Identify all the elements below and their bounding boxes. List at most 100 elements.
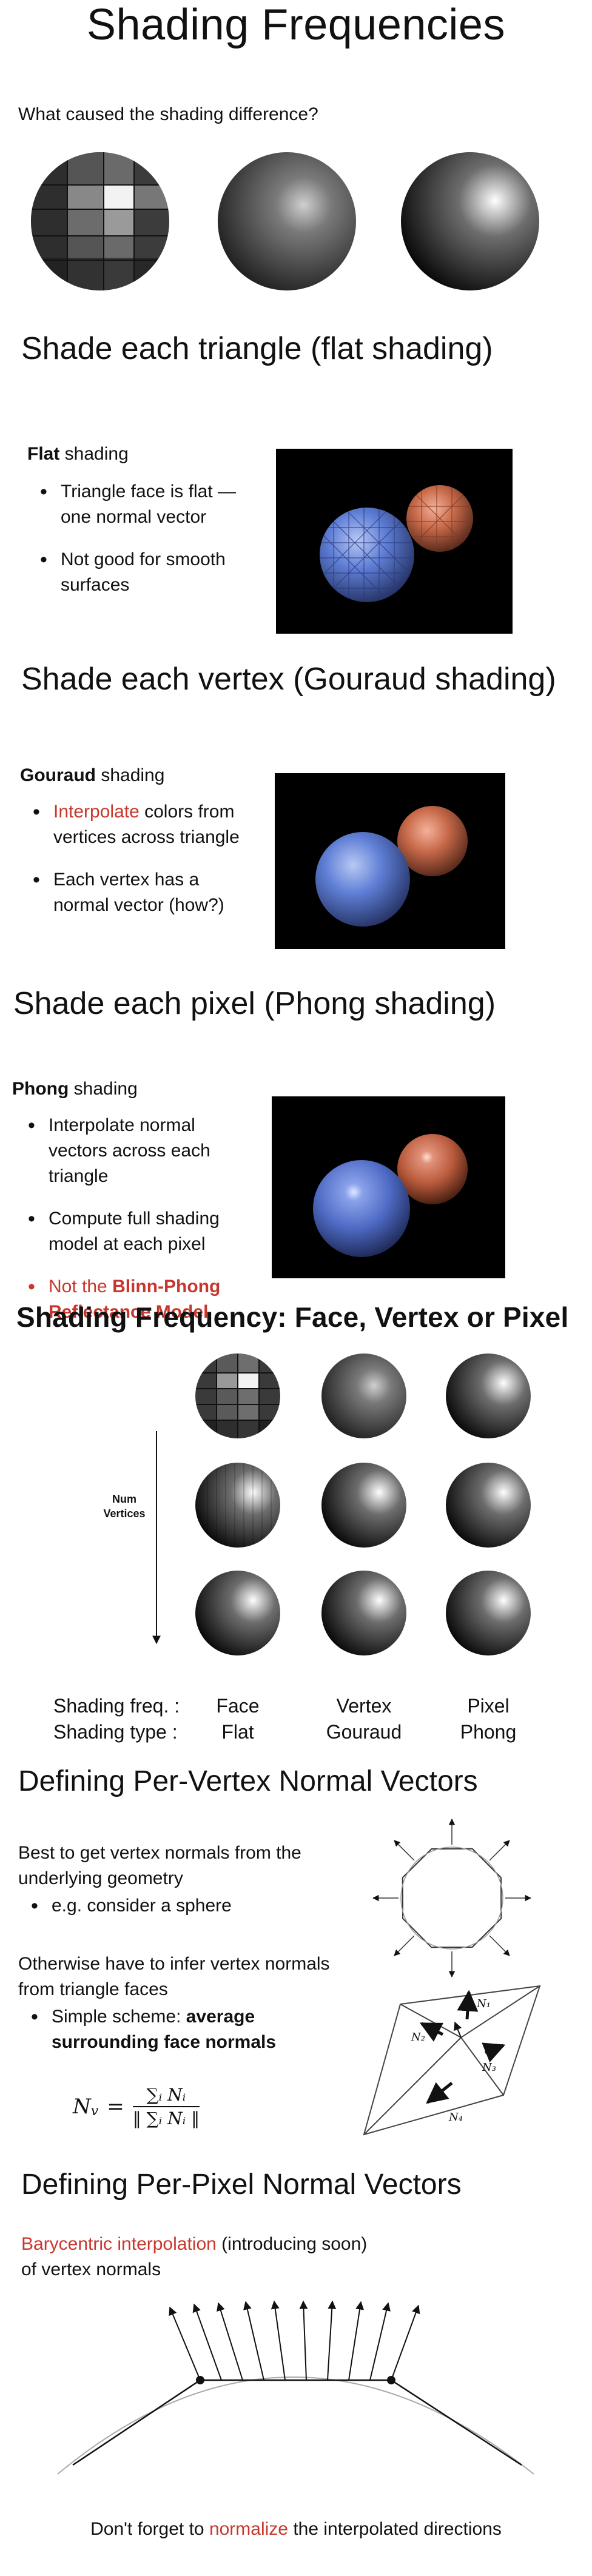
normal-label-4: N₄ [448, 2111, 463, 2124]
phong-bullet-3-prefix: Not the [49, 1276, 113, 1296]
flat-label-bold: Flat [27, 444, 60, 464]
normal-arrow-2 [419, 2022, 444, 2042]
gouraud-bullet-2: Each vertex has a normal vector (how?) [29, 867, 241, 918]
grid-gouraud-r2 [321, 1463, 406, 1548]
blue-ball-flat [320, 508, 414, 602]
footer-red: normalize [209, 2519, 288, 2539]
formula-equals: = [107, 2095, 124, 2119]
copper-ball-flat [406, 485, 473, 552]
grid-gouraud-r1 [321, 1353, 406, 1438]
grid-flat-r1 [195, 1353, 280, 1438]
gouraud-label: Gouraud shading [20, 763, 164, 788]
vertex-normals-text2: Otherwise have to infer vertex normals f… [18, 1954, 330, 1999]
gouraud-render [275, 773, 505, 949]
flat-bullet-1: Triangle face is flat — one normal vecto… [36, 479, 243, 530]
phong-label-bold: Phong [12, 1079, 69, 1099]
gouraud-bullet-1: Interpolate colors from vertices across … [29, 799, 241, 850]
formula-fraction: ∑ᵢ Nᵢ ‖ ∑ᵢ Nᵢ ‖ [132, 2085, 200, 2128]
sphere-polygon-diagram [372, 1818, 532, 1978]
num-vertices-label: Num Vertices [97, 1492, 152, 1521]
type-gouraud: Gouraud [326, 1721, 402, 1743]
normal-label-1: N₁ [476, 1997, 491, 2010]
vertex-normals-bullet2-prefix: Simple scheme: [52, 2007, 186, 2027]
grid-flat-r3 [195, 1571, 280, 1655]
phong-label: Phong shading [12, 1076, 138, 1102]
formula-lhs-sub: v [90, 2103, 99, 2119]
blue-ball-gouraud [315, 832, 410, 927]
phong-label-rest: shading [69, 1079, 138, 1099]
pixel-normals-footer: Don't forget to normalize the interpolat… [0, 2517, 592, 2542]
vertex-normals-bullets1: e.g. consider a sphere [27, 1893, 232, 1936]
normal-label-3: N₃ [482, 2061, 496, 2074]
copper-ball-phong [397, 1134, 468, 1204]
grid-phong-r3 [446, 1571, 531, 1655]
vertex-normals-text1: Best to get vertex normals from the unde… [18, 1843, 301, 1888]
type-phong: Phong [460, 1721, 517, 1743]
phong-heading: Shade each pixel (Phong shading) [13, 986, 496, 1021]
flat-label: Flat shading [27, 441, 129, 467]
gouraud-heading: Shade each vertex (Gouraud shading) [21, 662, 556, 697]
freq-vertex: Vertex [336, 1695, 392, 1717]
freq-row-label: Shading freq. : [53, 1695, 180, 1717]
phong-bullet-2: Compute full shading model at each pixel [24, 1206, 255, 1257]
vertex-normals-bullet2: Simple scheme: average surrounding face … [27, 2004, 343, 2055]
phong-bullet-3: Not the Blinn-Phong Reflectance Model [24, 1274, 255, 1325]
phong-sphere-top [401, 152, 539, 290]
vertex-normal-arrow [454, 2021, 462, 2038]
flat-render [276, 449, 513, 634]
flat-bullets: Triangle face is flat — one normal vecto… [36, 479, 243, 615]
interpolated-normals-diagram [57, 2300, 534, 2475]
gouraud-bullet-1-red: Interpolate [53, 802, 140, 822]
phong-bullet-1: Interpolate normal vectors across each t… [24, 1113, 255, 1189]
pixel-normals-line2: of vertex normals [21, 2259, 161, 2279]
pixel-normals-heading: Defining Per-Pixel Normal Vectors [21, 2168, 462, 2201]
blue-ball-phong [313, 1160, 410, 1257]
formula-numerator: ∑ᵢ Nᵢ [146, 2085, 186, 2105]
normal-label-2: N₂ [411, 2031, 425, 2044]
flat-heading: Shade each triangle (flat shading) [21, 331, 493, 366]
face-normals-diagram: N₁ N₂ N₃ N₄ [363, 1985, 541, 2136]
vertex-dot-right [387, 2376, 395, 2384]
page-title: Shading Frequencies [87, 1, 505, 49]
vertex-normals-bullet2-bold: average surrounding face normals [52, 2007, 277, 2052]
flat-sphere-top [31, 152, 169, 290]
frequency-heading: Shading Frequency: Face, Vertex or Pixel [16, 1301, 569, 1333]
vertex-normals-heading: Defining Per-Vertex Normal Vectors [18, 1765, 478, 1797]
grid-phong-r1 [446, 1353, 531, 1438]
intro-question: What caused the shading difference? [18, 104, 318, 124]
footer-prefix: Don't forget to [90, 2519, 209, 2539]
flat-bullet-2: Not good for smooth surfaces [36, 547, 243, 598]
grid-phong-r2 [446, 1463, 531, 1548]
pixel-normals-line1-red: Barycentric interpolation [21, 2234, 217, 2254]
gouraud-label-rest: shading [96, 765, 165, 785]
phong-render [272, 1096, 505, 1278]
copper-ball-gouraud [397, 806, 468, 876]
type-row-label: Shading type : [53, 1721, 178, 1743]
grid-flat-r2 [195, 1463, 280, 1548]
pixel-normals-line1: Barycentric interpolation (introducing s… [21, 2232, 367, 2257]
normal-arrow-4 [426, 2082, 453, 2104]
gouraud-bullet-1-rest: colors from vertices across triangle [53, 802, 240, 847]
formula-denominator: ‖ ∑ᵢ Nᵢ ‖ [132, 2108, 200, 2128]
grid-gouraud-r3 [321, 1571, 406, 1655]
gouraud-sphere-top [218, 152, 356, 290]
gouraud-label-bold: Gouraud [20, 765, 96, 785]
vertex-dot-left [196, 2376, 204, 2384]
freq-pixel: Pixel [467, 1695, 510, 1717]
top-sphere-row [31, 152, 539, 290]
gouraud-bullets: Interpolate colors from vertices across … [29, 799, 241, 935]
normal-arrow-1 [457, 1990, 479, 2020]
formula-lhs: N [73, 2095, 91, 2119]
footer-suffix: the interpolated directions [288, 2519, 502, 2539]
num-vertices-line1: Num [112, 1493, 136, 1505]
normal-arrow-3 [482, 2042, 506, 2062]
vertex-normals-bullets2: Simple scheme: average surrounding face … [27, 2004, 343, 2072]
phong-bullets: Interpolate normal vectors across each t… [24, 1113, 255, 1342]
type-flat: Flat [221, 1721, 254, 1743]
pixel-normals-line1-rest: (introducing soon) [216, 2234, 368, 2254]
freq-face: Face [216, 1695, 260, 1717]
frequency-sphere-grid [152, 1353, 531, 1655]
phong-bullet-3-bold: Blinn-Phong Reflectance Model [49, 1276, 221, 1322]
vertex-normals-bullet1: e.g. consider a sphere [27, 1893, 232, 1919]
